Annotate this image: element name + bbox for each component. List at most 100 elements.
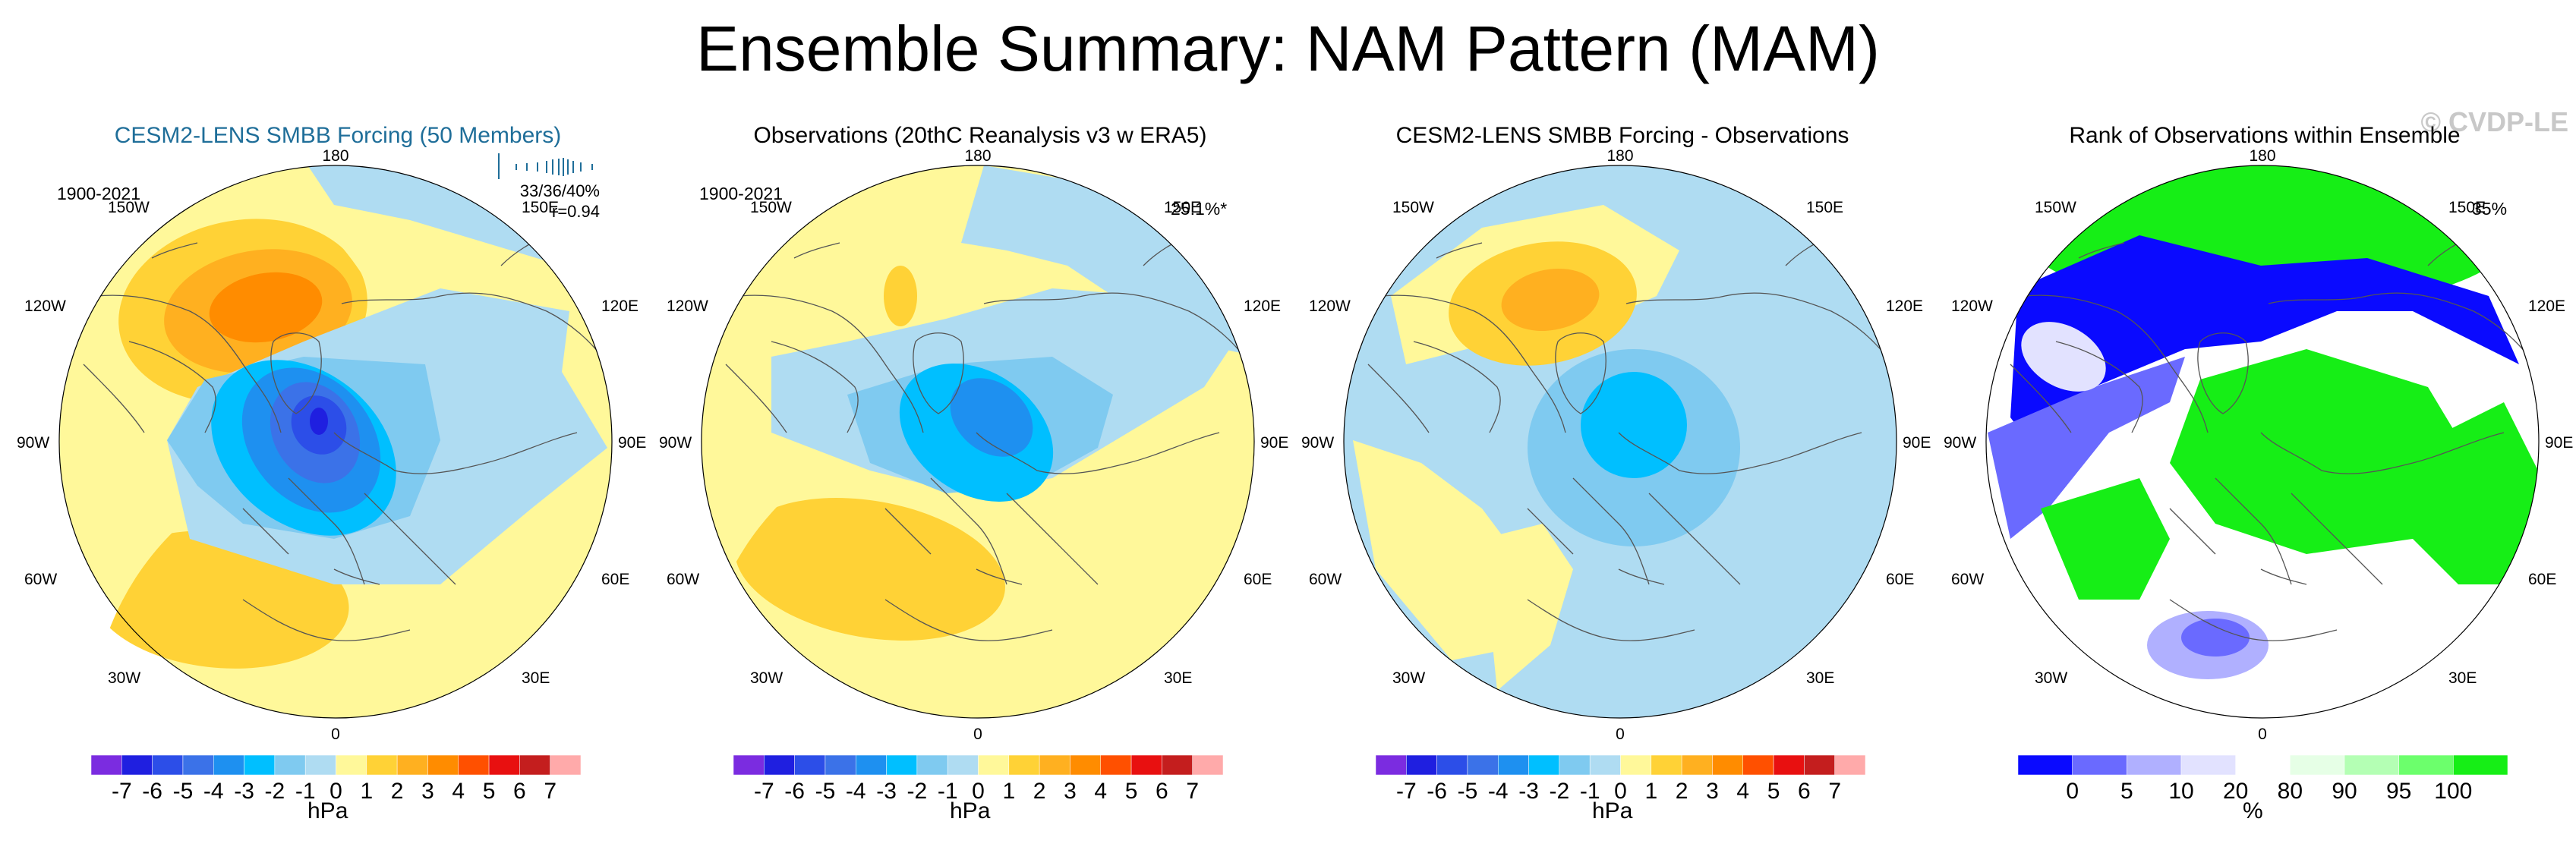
colorbar-tick-label: 10: [2168, 779, 2194, 804]
colorbar-tick-label: -7: [753, 779, 774, 804]
colorbar-swatch: [794, 754, 826, 776]
colorbar-swatch: [519, 754, 550, 776]
colorbar-swatch: [2127, 754, 2182, 776]
colorbar-swatch: [1589, 754, 1621, 776]
colorbar-unit: hPa: [950, 798, 991, 823]
colorbar-tick-label: -7: [111, 779, 132, 804]
colorbar-tick-label: 5: [482, 779, 496, 804]
map-svg: [1343, 165, 1897, 719]
colorbar-tick-label: 100: [2434, 779, 2473, 804]
coastlines: [60, 235, 608, 641]
field-rank-high-west: [2041, 478, 2170, 600]
lon-30w-label: 30W: [750, 669, 784, 687]
colorbar-swatch: [427, 754, 459, 776]
colorbar-tick-label: -6: [784, 779, 805, 804]
colorbar-swatch: [856, 754, 887, 776]
colorbar-swatch: [2290, 754, 2345, 776]
lon-60e-label: 60E: [1886, 571, 1915, 588]
lon-150e-label: 150E: [1164, 199, 1202, 216]
colorbar-tick-label: -5: [815, 779, 836, 804]
lon-60e-label: 60E: [601, 571, 630, 588]
lon-30w-label: 30W: [108, 669, 141, 687]
colorbar-swatch: [1712, 754, 1743, 776]
lon-30w-label: 30W: [2035, 669, 2068, 687]
colorbar-swatch: [1773, 754, 1805, 776]
field-atlantic-high: [735, 498, 1005, 641]
colorbar-swatch: [1559, 754, 1591, 776]
field-rank-faint: [2021, 322, 2106, 392]
stats-line2: r=0.94: [552, 202, 600, 221]
colorbar-tick-label: 5: [2120, 779, 2133, 804]
lon-150w-label: 150W: [2035, 199, 2076, 216]
colorbar-tick-label: 2: [390, 779, 404, 804]
colorbar-swatch: [1436, 754, 1468, 776]
colorbar-swatch: [458, 754, 490, 776]
panel-title: CESM2-LENS SMBB Forcing (50 Members): [114, 123, 562, 148]
colorbar-swatch: [733, 754, 765, 776]
lon-150w-label: 150W: [108, 199, 150, 216]
watermark: © CVDP-LE: [2420, 106, 2568, 137]
colorbar-tick-label: 2: [1675, 779, 1688, 804]
colorbar-swatch: [488, 754, 520, 776]
colorbar-tick-label: 3: [1706, 779, 1719, 804]
lon-0-label: 0: [331, 726, 340, 743]
ensemble-histogram: [498, 153, 593, 179]
colorbar-unit: hPa: [307, 798, 348, 823]
colorbar-tick-label: 0: [2066, 779, 2079, 804]
colorbar-tick-label: -3: [876, 779, 897, 804]
colorbar-tick-label: -1: [937, 779, 958, 804]
lon-30w-label: 30W: [1392, 669, 1426, 687]
colorbar-swatch: [2072, 754, 2127, 776]
lon-30e-label: 30E: [522, 669, 550, 687]
panel-title: Rank of Observations within Ensemble: [2069, 123, 2461, 148]
map-border: [58, 165, 613, 719]
colorbar: [733, 754, 1224, 776]
coastlines: [1987, 235, 2535, 641]
lon-150e-label: 150E: [522, 199, 560, 216]
colorbar-swatch: [1406, 754, 1437, 776]
lon-90w-label: 90W: [17, 434, 50, 452]
panel-title: Observations (20thC Reanalysis v3 w ERA5…: [753, 123, 1207, 148]
colorbar-tick-label: 80: [2277, 779, 2303, 804]
colorbar-swatch: [2180, 754, 2236, 776]
colorbar-tick-label: -1: [295, 779, 316, 804]
colorbar-tick-label: -5: [172, 779, 194, 804]
colorbar-swatch: [336, 754, 367, 776]
lon-0-label: 0: [1616, 726, 1625, 743]
colorbar-tick-label: 20: [2222, 779, 2249, 804]
colorbar-tick-label: -6: [142, 779, 162, 804]
lon-180-label: 180: [322, 147, 349, 165]
colorbar-swatch: [213, 754, 244, 776]
colorbar-swatch: [1681, 754, 1713, 776]
colorbar-tick-label: -4: [845, 779, 866, 804]
colorbar-swatch: [182, 754, 214, 776]
colorbar-tick-label: -2: [906, 779, 928, 804]
colorbar-swatch: [1742, 754, 1774, 776]
lon-150w-label: 150W: [1392, 199, 1434, 216]
colorbar-tick-label: -4: [203, 779, 224, 804]
colorbar-tick-label: 1: [360, 779, 374, 804]
field-rank-low-europe-core: [2181, 619, 2250, 657]
colorbar-swatch: [1100, 754, 1132, 776]
colorbar-swatch: [2453, 754, 2508, 776]
colorbar-tick-label: -4: [1487, 779, 1509, 804]
lon-30e-label: 30E: [2448, 669, 2477, 687]
lon-60w-label: 60W: [667, 571, 700, 588]
field-europe-pos: [1482, 524, 1573, 691]
colorbar-swatch: [550, 754, 582, 776]
colorbar-tick-label: 6: [513, 779, 526, 804]
lon-90w-label: 90W: [1944, 434, 1977, 452]
lon-30e-label: 30E: [1164, 669, 1193, 687]
lon-120e-label: 120E: [1244, 298, 1282, 315]
lon-60e-label: 60E: [1244, 571, 1272, 588]
colorbar-swatch: [764, 754, 795, 776]
lon-150w-label: 150W: [750, 199, 792, 216]
period-label: 1900-2021: [699, 184, 783, 203]
colorbar-tick-label: 5: [1767, 779, 1780, 804]
lon-120w-label: 120W: [667, 298, 708, 315]
colorbar-tick-label: 6: [1156, 779, 1168, 804]
field-atlantic-pos: [1353, 440, 1528, 660]
colorbar: [1375, 754, 1866, 776]
colorbar-swatch: [1498, 754, 1529, 776]
panel-model: CESM2-LENS SMBB Forcing (50 Members) 1 90…: [15, 114, 661, 827]
